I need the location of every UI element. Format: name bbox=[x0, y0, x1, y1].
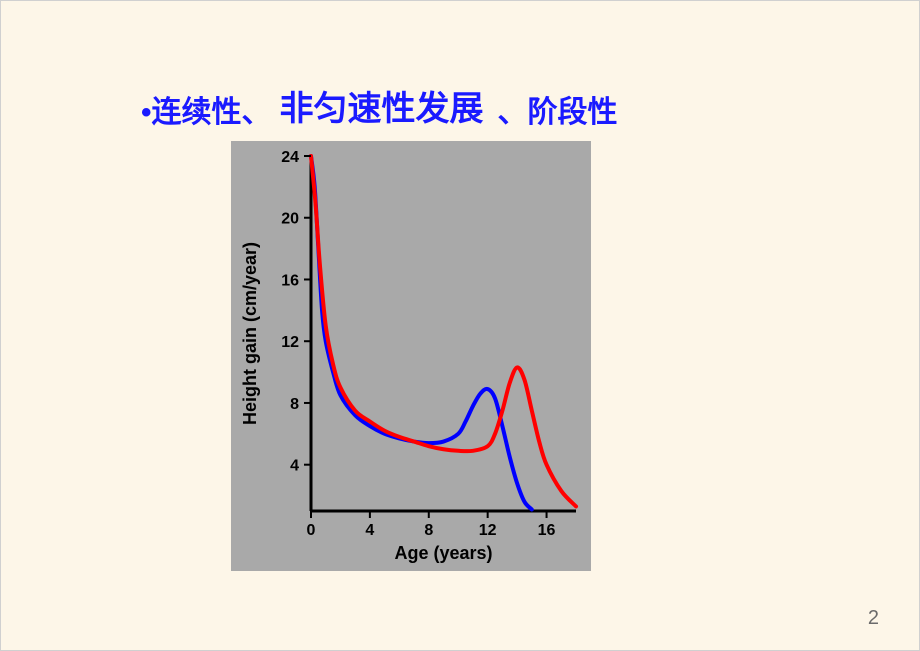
title-part3: 、阶段性 bbox=[498, 87, 618, 131]
svg-text:12: 12 bbox=[479, 522, 497, 539]
title-part2: 非匀速性发展 bbox=[280, 81, 484, 130]
svg-text:20: 20 bbox=[281, 211, 299, 228]
svg-text:24: 24 bbox=[281, 149, 299, 166]
svg-text:Age (years): Age (years) bbox=[394, 543, 492, 563]
svg-text:8: 8 bbox=[290, 396, 299, 413]
title-part1: •连续性、 bbox=[141, 87, 272, 131]
svg-text:12: 12 bbox=[281, 334, 299, 351]
svg-text:4: 4 bbox=[365, 522, 374, 539]
slide-title: •连续性、 非匀速性发展 、阶段性 bbox=[141, 83, 618, 132]
svg-text:0: 0 bbox=[307, 522, 316, 539]
height-gain-chart: 4 8 12 16 20 24 0 4 8 12 16 Age (years) Height gain… bbox=[231, 141, 591, 571]
chart-svg: 4 8 12 16 20 24 0 4 8 12 16 Age (years) Height gain… bbox=[231, 141, 591, 571]
svg-text:8: 8 bbox=[424, 522, 433, 539]
slide: •连续性、 非匀速性发展 、阶段性 4 8 12 16 20 24 0 4 8 12 16 Age … bbox=[1, 1, 919, 650]
page-number: 2 bbox=[868, 607, 879, 630]
svg-text:16: 16 bbox=[281, 272, 299, 289]
svg-text:16: 16 bbox=[538, 522, 556, 539]
svg-text:Height gain (cm/year): Height gain (cm/year) bbox=[240, 242, 260, 425]
svg-text:4: 4 bbox=[290, 458, 299, 475]
